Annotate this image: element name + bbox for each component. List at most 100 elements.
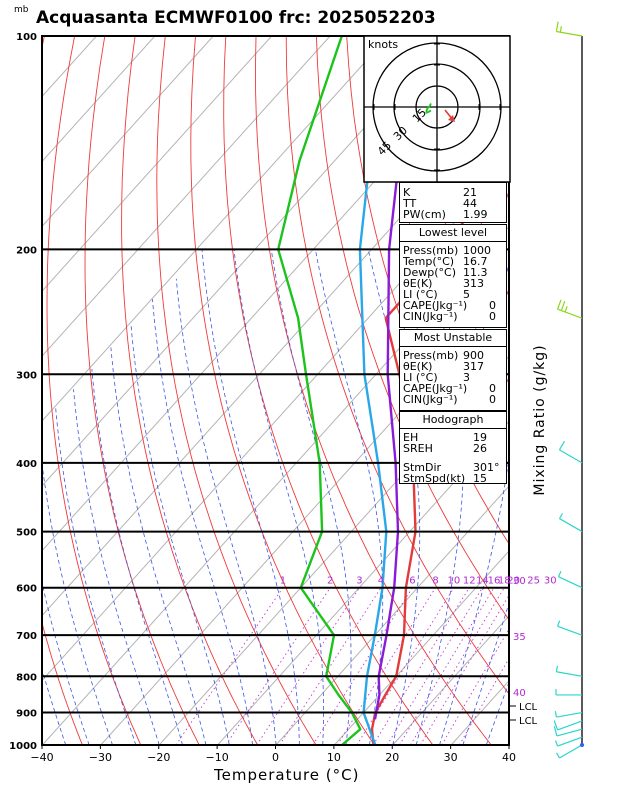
- isotherm-line: [42, 225, 509, 745]
- stat-label: CIN(Jkg⁻¹): [403, 310, 458, 323]
- lcl-label: LCL: [519, 716, 538, 727]
- stat-row: StmSpd(kt) 15: [400, 473, 506, 484]
- stat-value: 0: [489, 393, 496, 406]
- stat-label: Temp(°C): [403, 255, 455, 268]
- isotherm-line: [217, 420, 509, 745]
- pressure-tick-label: 400: [16, 459, 37, 470]
- stat-value: 1.99: [463, 208, 488, 221]
- stat-row: Press(mb) 1000: [400, 245, 506, 256]
- isotherm-line: [568, 36, 618, 745]
- wind-barb: [557, 308, 583, 319]
- stat-value: 301°: [473, 461, 500, 474]
- moist-adiabat-line: [42, 742, 43, 745]
- pressure-tick-label: 1000: [9, 741, 37, 752]
- indices-panel: K 21 TT 44 PW(cm) 1.99: [399, 182, 507, 223]
- wind-barb-flag: [553, 720, 559, 731]
- stat-label: LI (°C): [403, 288, 438, 301]
- wind-barb-flag: [560, 301, 566, 311]
- theta-e-label: 40: [513, 688, 526, 699]
- moist-adiabat-line: [367, 249, 421, 745]
- moist-adiabat-line: [201, 249, 300, 745]
- x-tick-label: −40: [30, 751, 53, 764]
- pressure-tick-label: 600: [16, 584, 37, 595]
- stat-row: θE(K) 317: [400, 361, 506, 372]
- stat-value: 3: [463, 371, 470, 384]
- mixing-ratio-label: 20: [507, 576, 520, 587]
- isotherm-line: [392, 615, 509, 745]
- hodograph-trace: [425, 103, 432, 114]
- stat-row: Press(mb) 900: [400, 350, 506, 361]
- pressure-tick-label: 500: [16, 528, 37, 539]
- wind-barb: [556, 711, 583, 718]
- mixing-ratio-label: 2: [327, 576, 333, 587]
- lowest-level-title: Lowest level: [400, 225, 506, 242]
- mixing-ratio-label: 10: [448, 576, 461, 587]
- stat-row: PW(cm) 1.99: [400, 209, 506, 220]
- stat-value: 0: [489, 299, 496, 312]
- moist-adiabat-line: [42, 459, 113, 745]
- stat-label: θE(K): [403, 360, 433, 373]
- stat-row: LI (°C) 5: [400, 289, 506, 300]
- moist-adiabat-line: [130, 324, 230, 745]
- stat-row: Dewp(°C) 11.3: [400, 267, 506, 278]
- stat-value: 19: [473, 431, 487, 444]
- wind-barb: [557, 720, 583, 731]
- y-axis-label: Mixing Ratio (g/kg): [532, 344, 548, 496]
- hodograph-unit: knots: [368, 38, 399, 51]
- wind-barb-flag: [558, 440, 566, 451]
- x-tick-label: −10: [206, 751, 229, 764]
- stat-value: 317: [463, 360, 484, 373]
- moist-adiabat-line: [233, 249, 325, 745]
- stat-row: LI (°C) 3: [400, 372, 506, 383]
- isotherm-line: [275, 485, 509, 745]
- stat-value: 900: [463, 349, 484, 362]
- isotherm-line: [42, 36, 273, 292]
- stat-value: 313: [463, 277, 484, 290]
- stat-label: K: [403, 186, 411, 199]
- mixing-ratio-line: [420, 594, 509, 745]
- stat-label: CIN(Jkg⁻¹): [403, 393, 458, 406]
- chart-title: Acquasanta ECMWF0100 frc: 2025052203: [36, 8, 436, 28]
- moist-adiabat-line: [91, 369, 183, 745]
- wind-barb-flag: [553, 726, 558, 737]
- isotherm-line: [42, 36, 448, 487]
- theta-e-label: 35: [513, 632, 526, 643]
- lowest-level-panel: Lowest level Press(mb) 1000 Temp(°C) 16.7 …: [399, 224, 507, 328]
- x-tick-label: −20: [147, 751, 170, 764]
- mixing-ratio-line: [410, 587, 505, 745]
- moist-adiabat-line: [110, 347, 207, 745]
- moist-adiabat-line: [510, 249, 618, 745]
- stat-row: K 21: [400, 187, 506, 198]
- stat-row: CAPE(Jkg⁻¹) 0: [400, 300, 506, 311]
- dry-adiabat-line: [558, 36, 618, 745]
- x-tick-label: 0: [272, 751, 279, 764]
- wind-barb-flag: [554, 711, 557, 718]
- isotherm-line: [42, 36, 156, 163]
- mixing-ratio-label: 12: [463, 576, 476, 587]
- x-tick-label: −30: [89, 751, 112, 764]
- stat-label: LI (°C): [403, 371, 438, 384]
- stat-label: Press(mb): [403, 244, 459, 257]
- mixing-ratio-label: 16: [488, 576, 501, 587]
- theta-e-label: 30: [513, 576, 526, 587]
- wind-barb-flag: [555, 665, 559, 672]
- wind-barb: [556, 728, 583, 737]
- isotherm-line: [42, 36, 97, 98]
- mixing-ratio-line: [256, 587, 360, 745]
- wind-barb-flag: [558, 513, 564, 519]
- stat-value: 0: [489, 382, 496, 395]
- mixing-ratio-label: 3: [356, 576, 362, 587]
- wind-barb: [558, 576, 583, 589]
- stat-label: StmSpd(kt): [403, 472, 466, 485]
- most-unstable-panel: Most Unstable Press(mb) 900 θE(K) 317 LI (…: [399, 329, 507, 411]
- stat-value: 1000: [463, 244, 491, 257]
- x-tick-label: 10: [327, 751, 341, 764]
- x-axis-label: Temperature (°C): [214, 766, 360, 784]
- mixing-ratio-line: [337, 587, 436, 745]
- stat-value: 44: [463, 197, 477, 210]
- pressure-tick-label: 800: [16, 672, 37, 683]
- wind-barb: [559, 744, 583, 759]
- stat-label: CAPE(Jkg⁻¹): [403, 299, 468, 312]
- stat-label: StmDir: [403, 461, 442, 474]
- pressure-unit: mb: [14, 5, 29, 15]
